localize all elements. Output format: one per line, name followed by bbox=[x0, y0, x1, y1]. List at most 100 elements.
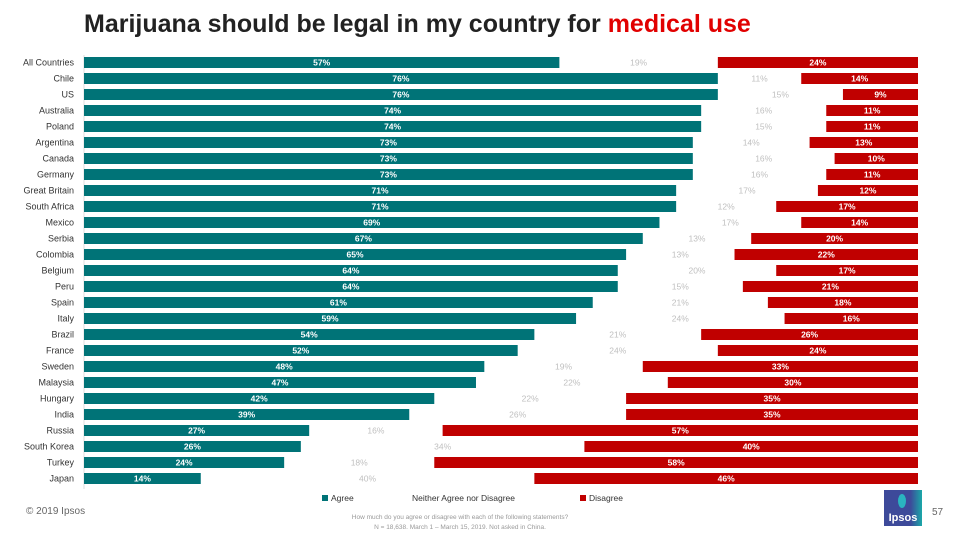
agree-bar bbox=[84, 297, 593, 308]
agree-bar bbox=[84, 265, 618, 276]
agree-value-label: 59% bbox=[322, 314, 339, 324]
neither-value-label: 16% bbox=[367, 426, 384, 436]
category-label: Great Britain bbox=[23, 186, 74, 196]
neither-value-label: 19% bbox=[630, 58, 647, 68]
agree-bar bbox=[84, 377, 476, 388]
disagree-value-label: 10% bbox=[868, 154, 885, 164]
neither-value-label: 15% bbox=[672, 282, 689, 292]
neither-value-label: 16% bbox=[751, 170, 768, 180]
neither-value-label: 24% bbox=[609, 346, 626, 356]
logo-text: Ipsos bbox=[888, 512, 918, 524]
agree-bar bbox=[84, 345, 518, 356]
disagree-bar bbox=[442, 425, 918, 436]
agree-bar bbox=[84, 329, 535, 340]
agree-bar bbox=[84, 89, 718, 100]
disagree-bar bbox=[817, 185, 918, 196]
disagree-value-label: 24% bbox=[809, 58, 826, 68]
agree-bar bbox=[84, 441, 301, 452]
disagree-bar bbox=[626, 393, 918, 404]
agree-value-label: 24% bbox=[176, 458, 193, 468]
neither-value-label: 22% bbox=[563, 378, 580, 388]
copyright: © 2019 Ipsos bbox=[26, 506, 86, 517]
disagree-bar bbox=[742, 281, 918, 292]
category-label: Belgium bbox=[41, 266, 74, 276]
disagree-value-label: 26% bbox=[801, 330, 818, 340]
agree-value-label: 61% bbox=[330, 298, 347, 308]
agree-value-label: 74% bbox=[384, 122, 401, 132]
legend-label-agree: Agree bbox=[331, 493, 354, 503]
disagree-bar bbox=[434, 457, 918, 468]
disagree-value-label: 24% bbox=[809, 346, 826, 356]
neither-value-label: 12% bbox=[718, 202, 735, 212]
agree-bar bbox=[84, 57, 560, 68]
disagree-bar bbox=[717, 345, 918, 356]
agree-value-label: 57% bbox=[313, 58, 330, 68]
category-label: Spain bbox=[51, 298, 74, 308]
agree-bar bbox=[84, 73, 718, 84]
disagree-value-label: 35% bbox=[764, 410, 781, 420]
disagree-bar bbox=[717, 57, 918, 68]
category-label: Brazil bbox=[51, 330, 74, 340]
legend-label-neither: Neither Agree nor Disagree bbox=[412, 493, 515, 503]
chart-title: Marijuana should be legal in my country … bbox=[84, 10, 751, 39]
legend-label-disagree: Disagree bbox=[589, 493, 623, 503]
category-label: France bbox=[46, 346, 74, 356]
neither-value-label: 21% bbox=[672, 298, 689, 308]
disagree-bar bbox=[667, 377, 918, 388]
category-label: Russia bbox=[46, 426, 74, 436]
category-label: Argentina bbox=[35, 138, 74, 148]
disagree-bar bbox=[534, 473, 918, 484]
agree-bar bbox=[84, 361, 485, 372]
category-label: Chile bbox=[53, 74, 74, 84]
logo-mark bbox=[898, 494, 906, 508]
disagree-value-label: 58% bbox=[668, 458, 685, 468]
disagree-value-label: 35% bbox=[764, 394, 781, 404]
ipsos-logo: Ipsos bbox=[884, 490, 922, 526]
agree-value-label: 74% bbox=[384, 106, 401, 116]
title-text: Marijuana should be legal in my country … bbox=[84, 10, 608, 38]
agree-value-label: 52% bbox=[292, 346, 309, 356]
disagree-bar bbox=[767, 297, 918, 308]
title-highlight: medical use bbox=[607, 10, 751, 38]
neither-value-label: 26% bbox=[509, 410, 526, 420]
sample-note: N = 18,638. March 1 – March 15, 2019. No… bbox=[374, 524, 546, 531]
disagree-bar bbox=[642, 361, 918, 372]
agree-value-label: 64% bbox=[342, 266, 359, 276]
neither-value-label: 13% bbox=[688, 234, 705, 244]
disagree-value-label: 11% bbox=[864, 170, 881, 180]
disagree-value-label: 40% bbox=[743, 442, 760, 452]
neither-value-label: 20% bbox=[688, 266, 705, 276]
neither-value-label: 15% bbox=[772, 90, 789, 100]
category-label: Colombia bbox=[36, 250, 74, 260]
legend-swatch-agree bbox=[322, 495, 328, 501]
agree-value-label: 26% bbox=[184, 442, 201, 452]
neither-value-label: 40% bbox=[359, 474, 376, 484]
agree-value-label: 71% bbox=[372, 186, 389, 196]
agree-bar bbox=[84, 185, 677, 196]
neither-value-label: 34% bbox=[434, 442, 451, 452]
agree-value-label: 76% bbox=[392, 90, 409, 100]
category-label: Poland bbox=[46, 122, 74, 132]
category-label: Turkey bbox=[47, 458, 75, 468]
agree-value-label: 69% bbox=[363, 218, 380, 228]
category-label: South Korea bbox=[24, 442, 74, 452]
disagree-bar bbox=[826, 105, 918, 116]
category-label: Japan bbox=[49, 474, 74, 484]
neither-value-label: 14% bbox=[743, 138, 760, 148]
page-number: 57 bbox=[932, 507, 944, 518]
agree-value-label: 47% bbox=[271, 378, 288, 388]
disagree-value-label: 14% bbox=[851, 74, 868, 84]
disagree-value-label: 21% bbox=[822, 282, 839, 292]
disagree-value-label: 17% bbox=[839, 266, 856, 276]
agree-value-label: 67% bbox=[355, 234, 372, 244]
agree-value-label: 54% bbox=[301, 330, 318, 340]
disagree-bar bbox=[842, 89, 918, 100]
category-label: All Countries bbox=[23, 58, 75, 68]
disagree-bar bbox=[776, 265, 918, 276]
neither-value-label: 13% bbox=[672, 250, 689, 260]
agree-value-label: 73% bbox=[380, 154, 397, 164]
agree-bar bbox=[84, 473, 201, 484]
disagree-bar bbox=[826, 169, 918, 180]
disagree-value-label: 11% bbox=[864, 106, 881, 116]
agree-bar bbox=[84, 153, 693, 164]
